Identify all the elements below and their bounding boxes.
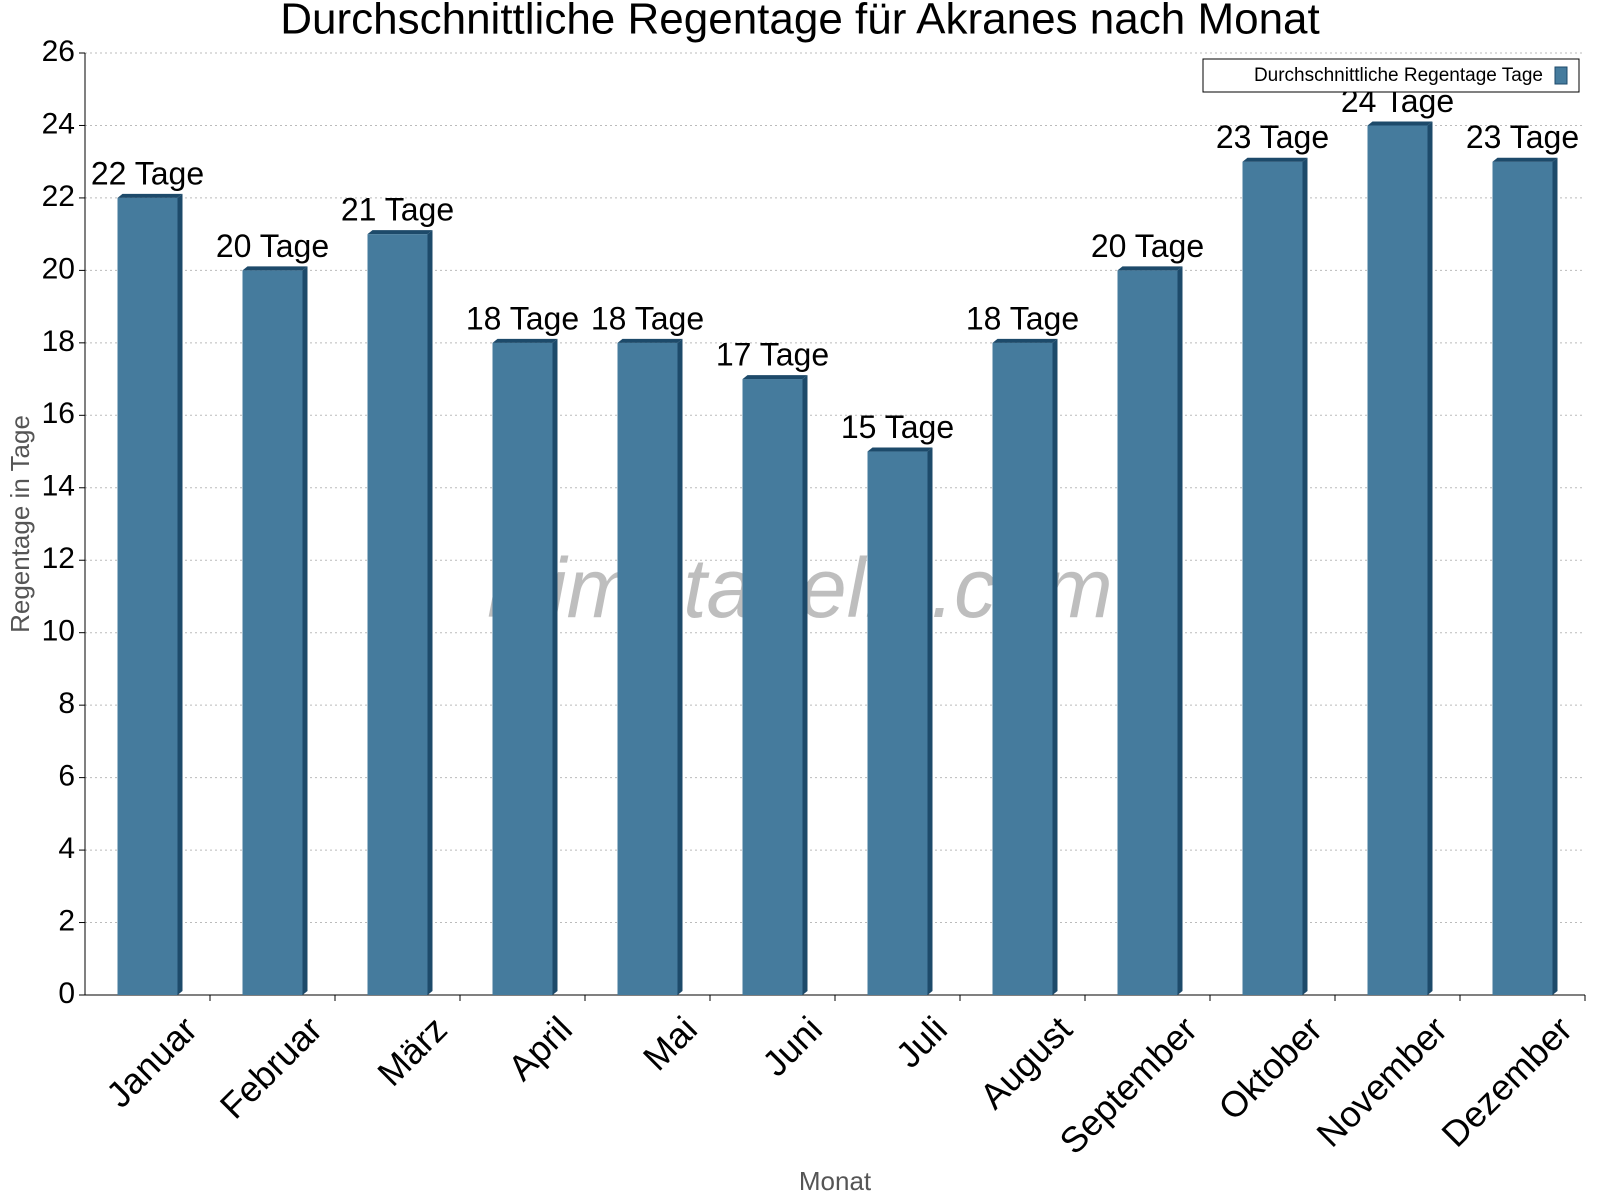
bar-side xyxy=(927,447,933,995)
bar-side xyxy=(1427,121,1433,995)
bar-side xyxy=(1177,266,1183,995)
bar-top xyxy=(367,230,433,235)
x-tick-label: Juli xyxy=(888,1008,955,1075)
bar-side xyxy=(802,375,808,996)
x-axis-label: Monat xyxy=(799,1166,872,1196)
y-tick-label: 24 xyxy=(42,107,75,140)
x-tick-label: Mai xyxy=(635,1008,705,1078)
bar-top xyxy=(742,375,808,380)
y-tick-label: 6 xyxy=(58,760,75,793)
bar xyxy=(617,342,678,995)
y-tick-label: 0 xyxy=(58,977,75,1010)
x-tick-label: Juni xyxy=(754,1008,830,1084)
value-label: 15 Tage xyxy=(841,409,954,445)
x-tick-label: Oktober xyxy=(1210,1008,1330,1128)
value-label: 18 Tage xyxy=(591,300,704,336)
x-tick-label: März xyxy=(369,1008,455,1094)
x-tick-label: November xyxy=(1308,1008,1454,1154)
bar-side xyxy=(677,338,683,995)
bar xyxy=(1367,125,1428,995)
bar-top xyxy=(1492,157,1558,162)
y-tick-label: 22 xyxy=(42,180,75,213)
value-label: 20 Tage xyxy=(1091,228,1204,264)
bar-top xyxy=(617,338,683,343)
bar xyxy=(242,270,303,995)
bar xyxy=(1492,161,1553,995)
bar-top xyxy=(867,447,933,452)
bar-top xyxy=(1242,157,1308,162)
bar-top xyxy=(492,338,558,343)
bar-top xyxy=(1117,266,1183,271)
y-tick-label: 8 xyxy=(58,687,75,720)
x-tick-label: August xyxy=(972,1008,1080,1116)
bar-top xyxy=(117,193,183,198)
bar xyxy=(492,342,553,995)
value-label: 18 Tage xyxy=(466,300,579,336)
value-label: 18 Tage xyxy=(966,300,1079,336)
bar-top xyxy=(242,266,308,271)
bar xyxy=(992,342,1053,995)
y-tick-label: 10 xyxy=(42,615,75,648)
y-tick-label: 16 xyxy=(42,397,75,430)
value-label: 22 Tage xyxy=(91,155,204,191)
bar xyxy=(1242,161,1303,995)
bar xyxy=(867,451,928,995)
legend: Durchschnittliche Regentage Tage xyxy=(1202,58,1580,93)
bar xyxy=(1117,270,1178,995)
bar-top xyxy=(992,338,1058,343)
bar-side xyxy=(1052,338,1058,995)
bar-side xyxy=(1302,157,1308,995)
bar-side xyxy=(1552,157,1558,995)
chart-title: Durchschnittliche Regentage für Akranes … xyxy=(280,0,1319,44)
bar-side xyxy=(427,230,433,996)
y-tick-label: 26 xyxy=(42,35,75,68)
bar-side xyxy=(302,266,308,995)
x-tick-label: Dezember xyxy=(1433,1008,1579,1154)
x-tick-label: April xyxy=(500,1008,580,1088)
bar xyxy=(367,234,428,996)
value-label: 21 Tage xyxy=(341,192,454,228)
bar-side xyxy=(552,338,558,995)
x-tick-label: Februar xyxy=(212,1008,330,1126)
x-tick-label: Januar xyxy=(98,1008,205,1115)
y-tick-label: 4 xyxy=(58,832,75,865)
bar xyxy=(117,197,178,995)
bar-side xyxy=(177,193,183,995)
value-label: 23 Tage xyxy=(1216,119,1329,155)
value-label: 23 Tage xyxy=(1466,119,1579,155)
y-tick-label: 18 xyxy=(42,325,75,358)
legend-label: Durchschnittliche Regentage Tage xyxy=(1254,65,1543,86)
value-label: 17 Tage xyxy=(716,337,829,373)
y-tick-label: 14 xyxy=(42,470,75,503)
x-tick-label: September xyxy=(1051,1008,1205,1162)
y-tick-label: 12 xyxy=(42,542,75,575)
bar-top xyxy=(1367,121,1433,126)
y-tick-label: 2 xyxy=(58,904,75,937)
legend-swatch xyxy=(1554,66,1568,85)
y-axis-label: Regentage in Tage xyxy=(5,415,35,633)
y-tick-label: 20 xyxy=(42,252,75,285)
bar xyxy=(742,379,803,996)
legend-box xyxy=(1202,58,1580,93)
value-label: 20 Tage xyxy=(216,228,329,264)
